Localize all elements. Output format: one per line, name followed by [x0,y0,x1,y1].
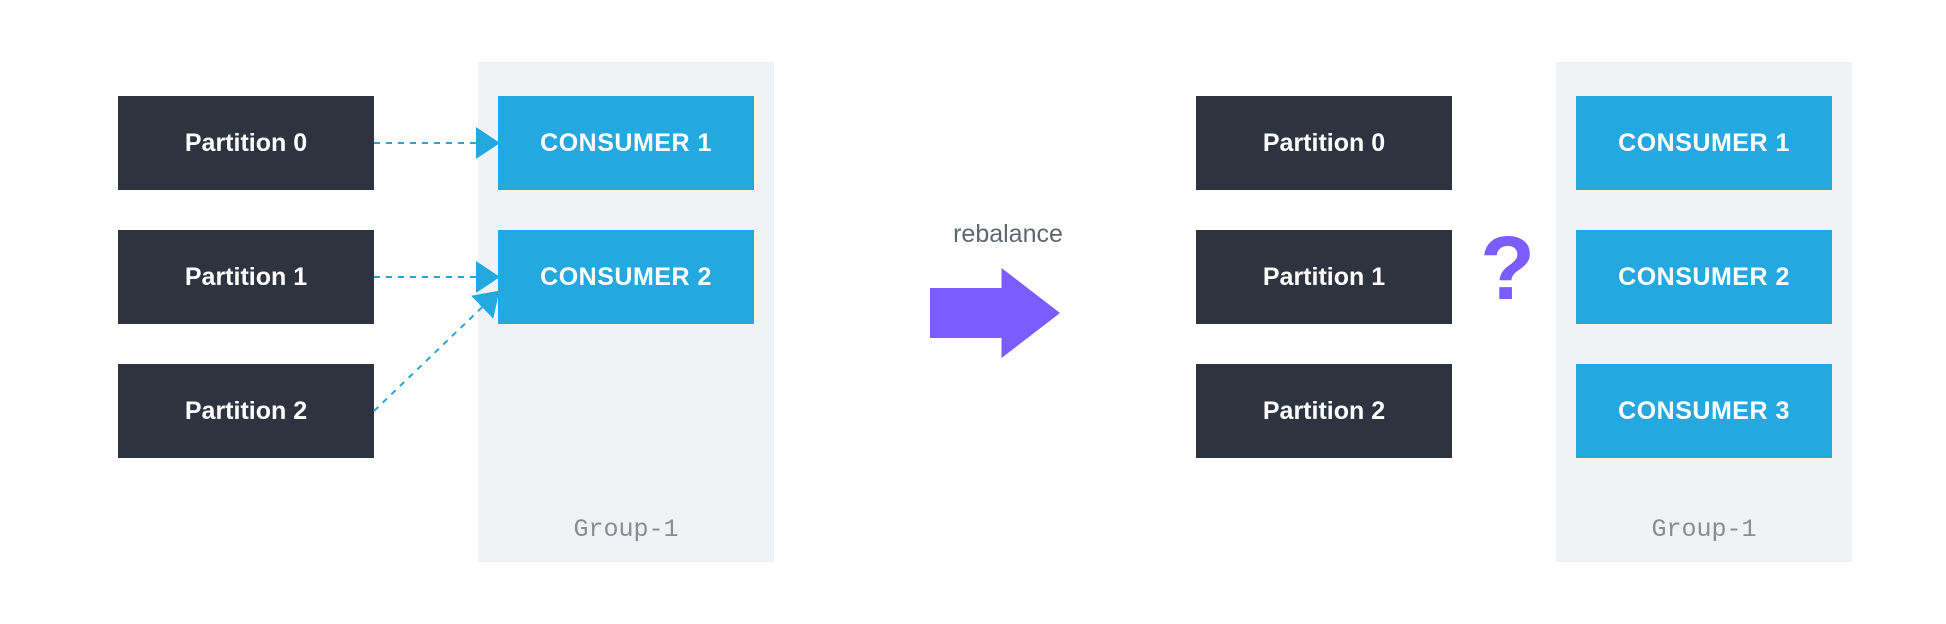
question-mark-icon: ? [1480,218,1535,321]
left-consumer-1-label: CONSUMER 1 [540,129,712,158]
right-partition-0-label: Partition 0 [1263,129,1385,158]
left-consumer-2: CONSUMER 2 [498,230,754,324]
right-consumer-3-label: CONSUMER 3 [1618,397,1790,426]
left-partition-2: Partition 2 [118,364,374,458]
left-group-label: Group-1 [478,515,774,544]
left-partition-2-label: Partition 2 [185,397,307,426]
right-partition-2-label: Partition 2 [1263,397,1385,426]
right-consumer-3: CONSUMER 3 [1576,364,1832,458]
right-partition-0: Partition 0 [1196,96,1452,190]
left-consumer-2-label: CONSUMER 2 [540,263,712,292]
right-partition-1: Partition 1 [1196,230,1452,324]
right-partition-2: Partition 2 [1196,364,1452,458]
right-consumer-1-label: CONSUMER 1 [1618,129,1790,158]
right-group-label: Group-1 [1556,515,1852,544]
left-partition-1: Partition 1 [118,230,374,324]
right-partition-1-label: Partition 1 [1263,263,1385,292]
left-partition-1-label: Partition 1 [185,263,307,292]
right-consumer-2-label: CONSUMER 2 [1618,263,1790,292]
right-consumer-1: CONSUMER 1 [1576,96,1832,190]
rebalance-arrow-icon [930,268,1060,358]
left-consumer-1: CONSUMER 1 [498,96,754,190]
rebalance-label: rebalance [928,220,1088,249]
left-partition-0: Partition 0 [118,96,374,190]
right-consumer-2: CONSUMER 2 [1576,230,1832,324]
left-partition-0-label: Partition 0 [185,129,307,158]
